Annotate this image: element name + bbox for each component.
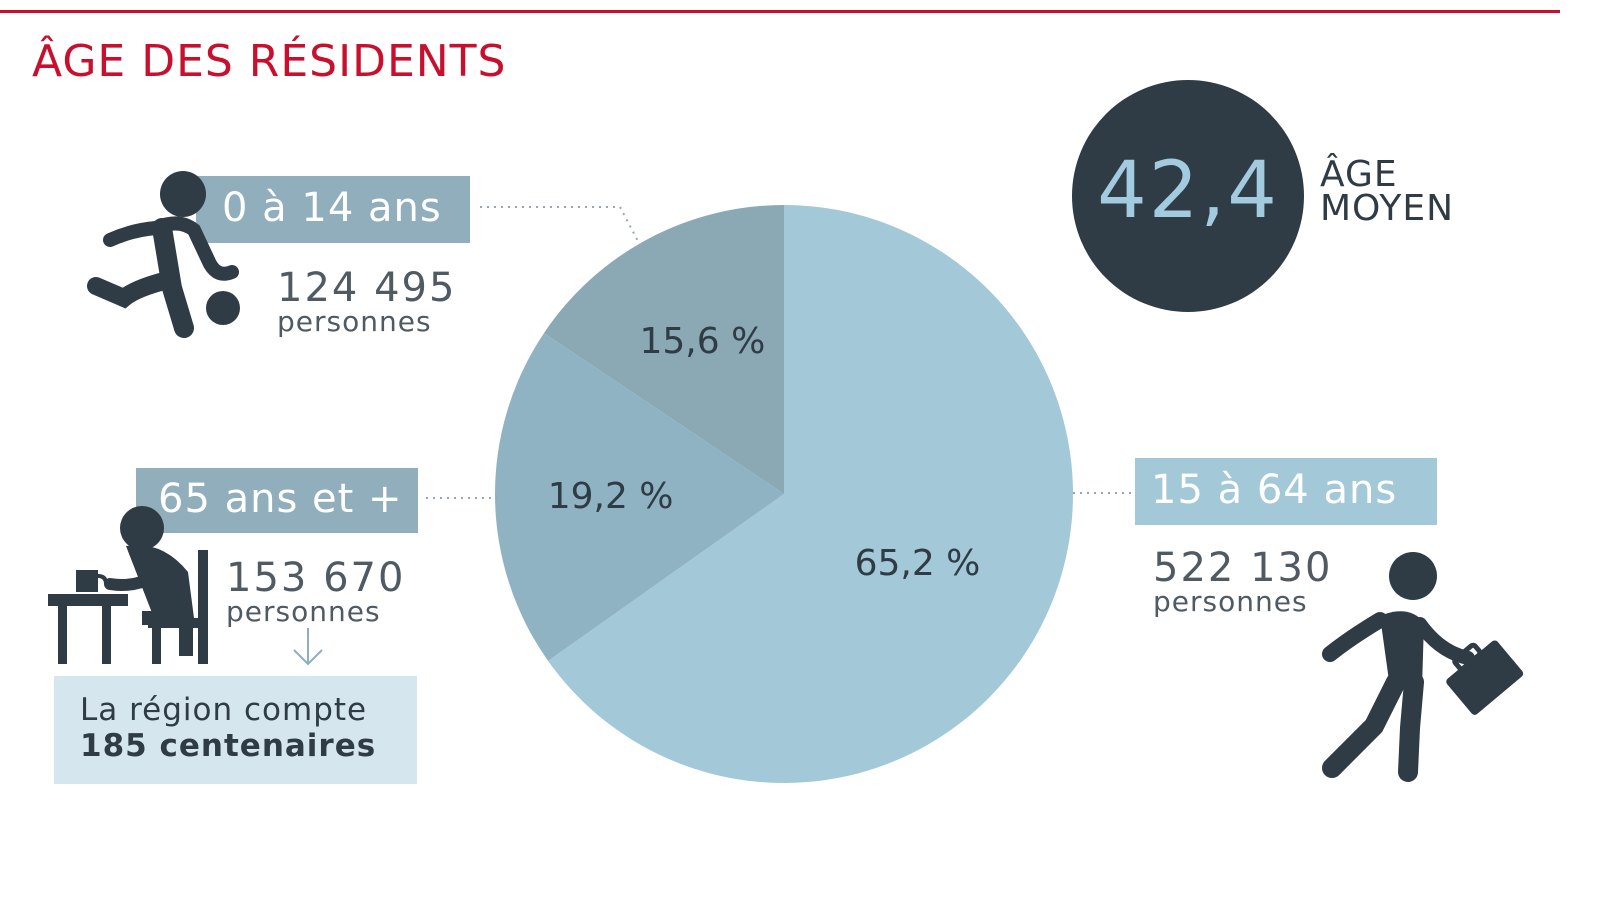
header-rule — [0, 10, 1560, 13]
arrow-down-icon — [293, 628, 323, 666]
note-line-2: 185 centenaires — [80, 728, 377, 764]
count-seniors-value: 153 670 — [226, 555, 406, 601]
count-seniors: 153 670 personnes — [226, 558, 405, 626]
leader-line-children — [480, 206, 641, 246]
tag-seniors-label: 65 ans et + — [158, 476, 403, 522]
child-kicking-ball-icon — [87, 171, 240, 338]
average-age-circle — [1072, 80, 1304, 312]
senior-at-desk-icon — [48, 506, 208, 664]
average-age-label-line1: ÂGE — [1320, 154, 1398, 195]
tag-adults-label: 15 à 64 ans — [1151, 467, 1398, 513]
tag-children: 0 à 14 ans — [196, 176, 470, 243]
average-age-label-line2: MOYEN — [1320, 188, 1455, 229]
pie-slice-adults — [548, 205, 1073, 783]
average-age-value: 42,4 — [1097, 146, 1279, 236]
centenarians-note: La région compte 185 centenaires — [54, 676, 417, 784]
count-children: 124 495 personnes — [277, 268, 456, 336]
pie-slice-seniors — [494, 333, 784, 661]
pie-label-seniors: 19,2 % — [548, 476, 674, 517]
count-children-unit: personnes — [277, 305, 432, 338]
count-adults: 522 130 personnes — [1153, 548, 1332, 616]
page-title: ÂGE DES RÉSIDENTS — [32, 36, 507, 87]
pie-slice-children — [543, 205, 784, 494]
tag-seniors: 65 ans et + — [136, 468, 418, 533]
count-seniors-unit: personnes — [226, 595, 381, 628]
count-children-value: 124 495 — [277, 265, 457, 311]
tag-children-label: 0 à 14 ans — [222, 185, 442, 231]
pie-label-adults: 65,2 % — [855, 543, 981, 584]
person-with-briefcase-icon — [1322, 552, 1524, 782]
note-line-1: La région compte — [80, 692, 368, 728]
tag-adults: 15 à 64 ans — [1135, 458, 1437, 525]
pie-label-children: 15,6 % — [639, 321, 765, 362]
count-adults-unit: personnes — [1153, 585, 1308, 618]
count-adults-value: 522 130 — [1153, 545, 1333, 591]
average-age-label: ÂGE MOYEN — [1320, 154, 1455, 229]
